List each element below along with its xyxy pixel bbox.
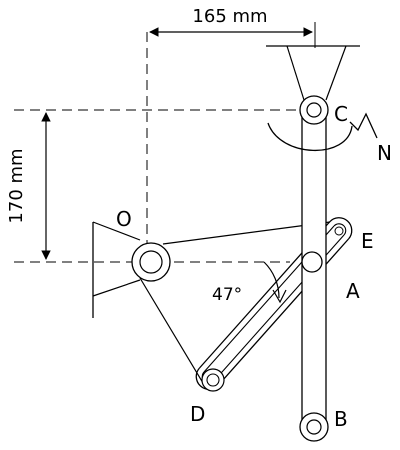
dimension-170: 170 mm bbox=[6, 109, 302, 263]
pin-a bbox=[301, 251, 323, 273]
angle-arrowhead bbox=[272, 289, 287, 304]
bracket-arm-bottom bbox=[92, 279, 141, 297]
plate-edge-od bbox=[139, 277, 207, 389]
moment-arc bbox=[267, 122, 353, 152]
pin-d-inner bbox=[206, 373, 220, 387]
pin-d-outer bbox=[201, 368, 225, 392]
left-support-bracket bbox=[92, 221, 141, 318]
pin-b-inner bbox=[306, 419, 322, 435]
pin-c-outer bbox=[299, 95, 329, 125]
arm-outer-edge-2 bbox=[218, 238, 349, 386]
pin-o-outer bbox=[131, 242, 171, 282]
bracket-arm-top bbox=[92, 221, 141, 241]
point-label-d: D bbox=[190, 402, 205, 426]
pin-d bbox=[201, 368, 225, 392]
pin-e bbox=[334, 226, 344, 236]
point-label-a: A bbox=[346, 279, 360, 303]
point-label-n: N bbox=[377, 141, 392, 165]
dimension-165: 165 mm bbox=[146, 6, 316, 262]
pin-c bbox=[299, 95, 329, 125]
dim-label-165: 165 mm bbox=[192, 6, 267, 27]
pin-o bbox=[131, 242, 171, 282]
angle-arc bbox=[263, 261, 280, 299]
angle-label: 47° bbox=[212, 285, 242, 305]
pin-c-inner bbox=[306, 102, 322, 118]
arm-end-cap-e bbox=[329, 217, 353, 240]
moment-arrowhead bbox=[349, 112, 378, 139]
point-label-c: C bbox=[334, 102, 348, 126]
top-support-bracket bbox=[266, 45, 360, 101]
point-label-e: E bbox=[361, 229, 374, 253]
pin-o-inner bbox=[139, 250, 163, 274]
bracket-side-left bbox=[286, 45, 305, 101]
angle-marker: 47° bbox=[212, 261, 287, 305]
dim-label-170: 170 mm bbox=[6, 148, 27, 223]
moment-arrow-n bbox=[267, 112, 378, 152]
bracket-side-right bbox=[325, 45, 347, 101]
pin-b-outer bbox=[299, 412, 329, 442]
point-label-o: O bbox=[116, 207, 132, 231]
point-label-b: B bbox=[334, 407, 348, 431]
slot-end-e bbox=[333, 223, 347, 236]
pin-b bbox=[299, 412, 329, 442]
